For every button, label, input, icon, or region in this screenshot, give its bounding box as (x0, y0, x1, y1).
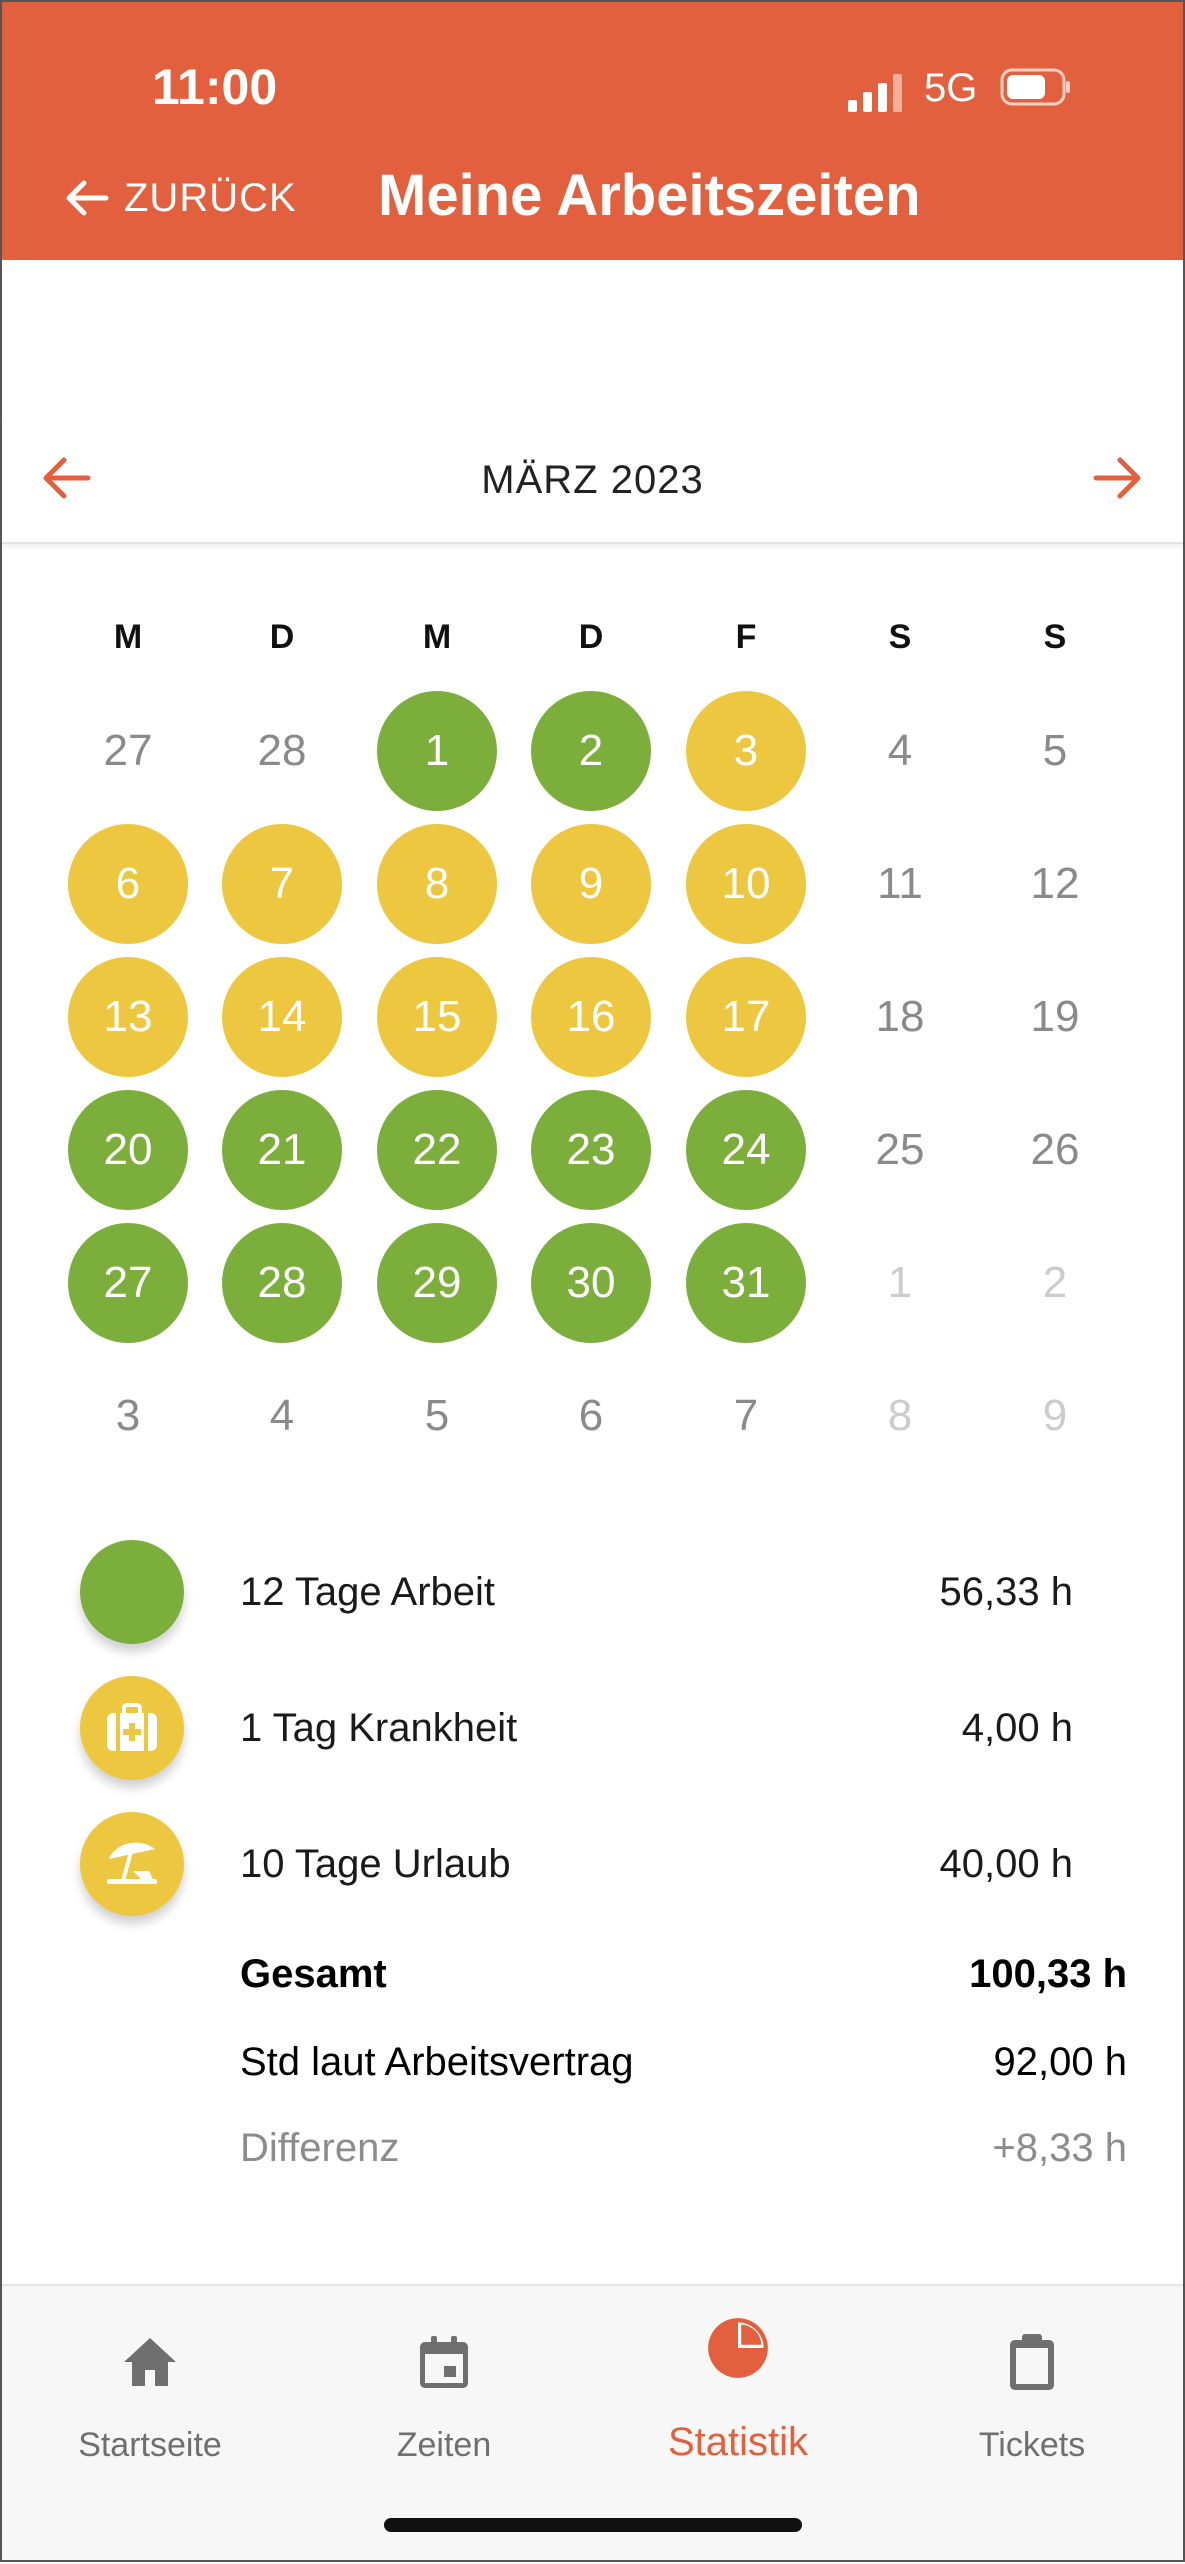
signal-icon (848, 74, 902, 112)
home-indicator (384, 2518, 802, 2532)
work-day-dot (80, 1540, 184, 1644)
clipboard-icon (1010, 2334, 1054, 2390)
page-title: Meine Arbeitszeiten (378, 163, 921, 228)
next-month-arrow-icon[interactable] (1090, 450, 1146, 506)
calendar-day[interactable]: 5 (1042, 726, 1068, 775)
calendar-day[interactable]: 6 (578, 1391, 604, 1440)
tab-label: Tickets (978, 2426, 1086, 2464)
calendar-day[interactable]: 6 (68, 824, 188, 944)
calendar-day[interactable]: 1 (887, 1258, 913, 1307)
calendar-day[interactable]: 13 (68, 957, 188, 1077)
calendar-day[interactable]: 9 (531, 824, 651, 944)
calendar-day[interactable]: 19 (1030, 992, 1080, 1041)
calendar-day[interactable]: 4 (887, 726, 913, 775)
summary-vacation-value: 40,00 h (939, 1842, 1073, 1886)
weekday-header: S (888, 618, 912, 656)
calendar-day[interactable]: 14 (222, 957, 342, 1077)
bottom-tab-bar: Startseite Zeiten Statistik Tickets (0, 2284, 1185, 2564)
first-aid-kit-icon (107, 1703, 157, 1751)
summary-sick-label: 1 Tag Krankheit (240, 1706, 518, 1750)
calendar-day[interactable]: 3 (115, 1391, 141, 1440)
calendar-day[interactable]: 2 (1042, 1258, 1068, 1307)
calendar-day[interactable]: 27 (68, 1223, 188, 1343)
weekday-header: M (422, 618, 452, 656)
calendar-day[interactable]: 28 (257, 726, 307, 775)
calendar-day[interactable]: 29 (377, 1223, 497, 1343)
calendar-day[interactable]: 21 (222, 1090, 342, 1210)
calendar-day[interactable]: 18 (875, 992, 925, 1041)
weekday-header: S (1043, 618, 1067, 656)
contract-hours-value: 92,00 h (993, 2040, 1127, 2084)
month-label: MÄRZ 2023 (481, 458, 704, 502)
back-label: ZURÜCK (124, 175, 297, 220)
arrow-left-icon (66, 180, 109, 216)
summary-work-value: 56,33 h (939, 1570, 1073, 1614)
back-button[interactable]: ZURÜCK (62, 168, 297, 228)
calendar-day[interactable]: 30 (531, 1223, 651, 1343)
calendar-day[interactable]: 12 (1030, 859, 1080, 908)
calendar-day[interactable]: 26 (1030, 1125, 1080, 1174)
sick-day-badge (80, 1676, 184, 1780)
home-icon (124, 2338, 176, 2386)
calendar-day[interactable]: 31 (686, 1223, 806, 1343)
vacation-badge (80, 1812, 184, 1916)
tab-startseite[interactable]: Startseite (30, 2306, 270, 2486)
calendar-day[interactable]: 28 (222, 1223, 342, 1343)
weekday-header: D (269, 618, 295, 656)
beach-umbrella-icon (107, 1842, 157, 1884)
calendar-day[interactable]: 3 (686, 691, 806, 811)
calendar-day[interactable]: 7 (222, 824, 342, 944)
tab-label: Zeiten (396, 2426, 492, 2464)
summary-work-label: 12 Tage Arbeit (240, 1570, 496, 1614)
calendar-day[interactable]: 20 (68, 1090, 188, 1210)
tab-label: Startseite (78, 2426, 222, 2464)
weekday-header: F (735, 618, 757, 656)
calendar-day[interactable]: 24 (686, 1090, 806, 1210)
total-label: Gesamt (240, 1952, 387, 1996)
calendar-day[interactable]: 5 (424, 1391, 450, 1440)
calendar-day[interactable]: 25 (875, 1125, 925, 1174)
tab-tickets[interactable]: Tickets (912, 2306, 1152, 2486)
contract-hours-label: Std laut Arbeitsvertrag (240, 2040, 634, 2084)
summary-vacation-label: 10 Tage Urlaub (240, 1842, 511, 1886)
calendar-day[interactable]: 11 (877, 859, 923, 908)
calendar-day[interactable]: 7 (733, 1391, 759, 1440)
app-header: 11:00 5G ZURÜCK Meine Arbeitszeiten (0, 0, 1185, 260)
calendar-day[interactable]: 23 (531, 1090, 651, 1210)
battery-icon (1000, 68, 1070, 106)
pie-chart-icon (708, 2318, 768, 2378)
difference-value: +8,33 h (992, 2126, 1127, 2170)
calendar-icon (420, 2336, 468, 2388)
tab-label: Statistik (667, 2420, 809, 2464)
tab-zeiten[interactable]: Zeiten (324, 2306, 564, 2486)
prev-month-arrow-icon[interactable] (38, 450, 94, 506)
weekday-header: D (578, 618, 604, 656)
calendar-day[interactable]: 2 (531, 691, 651, 811)
calendar-day[interactable]: 1 (377, 691, 497, 811)
calendar-day[interactable]: 15 (377, 957, 497, 1077)
month-navigation: MÄRZ 2023 (0, 420, 1185, 544)
network-label: 5G (924, 66, 978, 110)
calendar-day[interactable]: 8 (887, 1391, 913, 1440)
calendar-day[interactable]: 17 (686, 957, 806, 1077)
calendar-day[interactable]: 10 (686, 824, 806, 944)
difference-label: Differenz (240, 2126, 400, 2170)
calendar-day[interactable]: 9 (1042, 1391, 1068, 1440)
calendar-day[interactable]: 8 (377, 824, 497, 944)
calendar-day[interactable]: 16 (531, 957, 651, 1077)
calendar-day[interactable]: 27 (103, 726, 153, 775)
summary-sick-value: 4,00 h (961, 1706, 1073, 1750)
weekday-header: M (113, 618, 143, 656)
calendar-day[interactable]: 22 (377, 1090, 497, 1210)
calendar-day[interactable]: 4 (269, 1391, 295, 1440)
status-time: 11:00 (152, 59, 278, 115)
tab-statistik[interactable]: Statistik (618, 2306, 858, 2486)
total-value: 100,33 h (969, 1952, 1127, 1996)
